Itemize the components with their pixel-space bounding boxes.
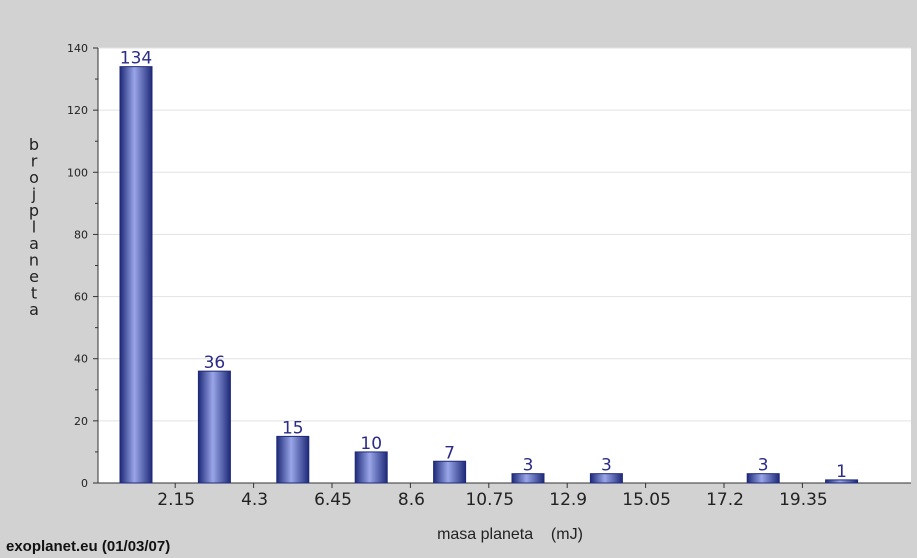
data-label: 134 [120,49,152,69]
y-axis-label-letter: l [32,218,36,237]
y-tick-labels: 0 20 40 60 80 100 120 140 [67,42,88,490]
x-tick-label: 19.35 [779,490,828,510]
data-label: 3 [601,456,612,476]
data-label: 7 [444,443,455,463]
y-tick-label: 60 [74,291,88,304]
bar [433,460,467,484]
bar [589,473,623,484]
x-axis-label: masa planeta (mJ) [437,526,583,543]
data-label: 15 [282,418,304,438]
bar [197,370,231,484]
y-tick-label: 20 [74,415,88,428]
data-label: 3 [523,456,534,476]
y-axis-label-letter: n [29,251,39,270]
x-tick-label: 17.2 [706,490,744,510]
x-tick-label: 12.9 [549,490,587,510]
x-tick-label: 10.75 [465,490,514,510]
x-tick-labels: 2.15 4.3 6.45 8.6 10.75 12.9 15.05 17.2 19.35 [157,490,827,510]
y-tick-label: 80 [74,228,88,241]
data-label: 36 [204,353,226,373]
bar [746,473,780,484]
y-axis-label-letter: j [31,185,36,204]
y-axis-label-letter: o [29,168,39,187]
x-tick-label: 8.6 [398,490,425,510]
bar [354,451,388,484]
bar [119,66,153,484]
bar [825,479,859,484]
bars [119,66,859,484]
x-tick-label: 2.15 [157,490,195,510]
y-axis-label-letter: p [29,201,39,220]
data-label: 3 [758,456,769,476]
y-tick-label: 100 [67,166,88,179]
gridlines [98,47,911,422]
y-tick-label: 140 [67,42,88,55]
y-tick-label: 40 [74,353,88,366]
x-tick-label: 4.3 [241,490,268,510]
data-label: 10 [360,434,382,454]
x-tick-label: 15.05 [622,490,671,510]
y-tick-label: 0 [81,477,88,490]
y-axis-label-letter: a [29,300,39,319]
source-credit: exoplanet.eu (01/03/07) [6,538,171,555]
y-axis-label-letter: a [29,234,39,253]
y-axis-label-letter: r [31,152,38,171]
data-label: 1 [836,462,847,482]
y-tick-label: 120 [67,104,88,117]
plot-area [98,48,911,483]
bar [276,435,310,484]
y-axis-label-letter: e [29,267,39,286]
y-axis-label-letter: b [29,135,39,154]
y-axis-label-letter: t [31,284,37,303]
x-tick-label: 6.45 [314,490,352,510]
bar [511,473,545,484]
data-labels: 134 36 15 10 7 3 3 3 1 [120,49,847,482]
